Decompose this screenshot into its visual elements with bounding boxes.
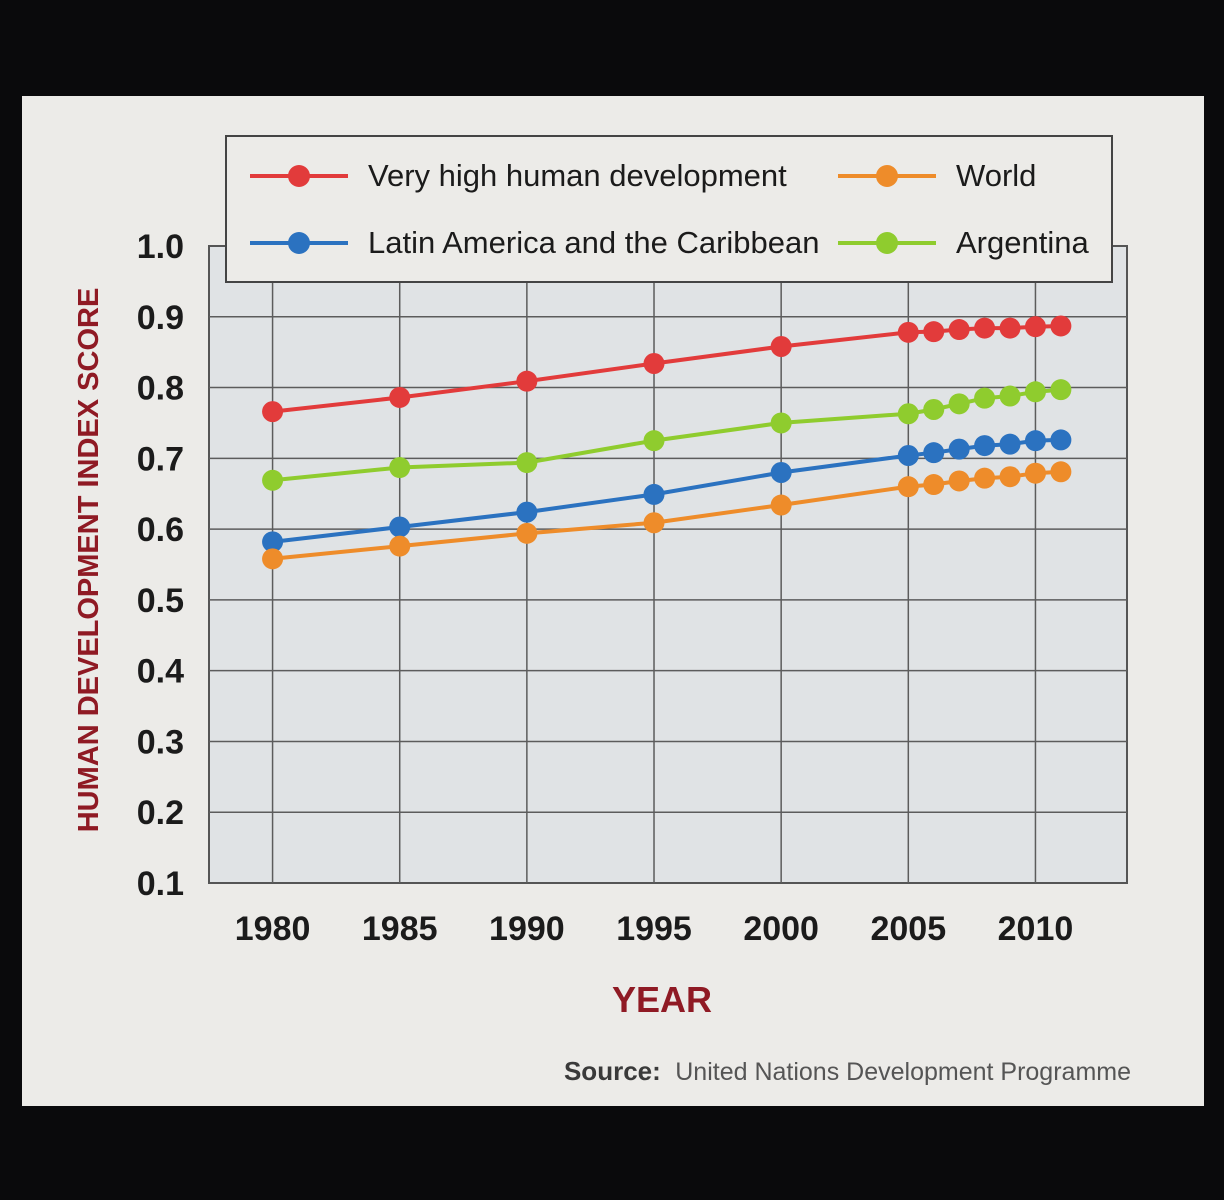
data-point bbox=[923, 474, 945, 496]
data-point bbox=[770, 412, 792, 434]
data-point bbox=[999, 466, 1021, 488]
legend-item: World bbox=[838, 158, 1036, 193]
y-tick-label: 0.3 bbox=[137, 723, 184, 761]
data-point bbox=[974, 467, 996, 489]
legend-label: Argentina bbox=[956, 225, 1089, 260]
grid-lines bbox=[209, 246, 1127, 883]
data-point bbox=[389, 457, 411, 479]
y-tick-label: 0.4 bbox=[137, 653, 184, 691]
legend-swatch-dot bbox=[876, 165, 898, 187]
data-point bbox=[1024, 381, 1046, 403]
x-tick-label: 2005 bbox=[870, 910, 946, 948]
y-tick-label: 0.1 bbox=[137, 865, 184, 903]
x-tick-label: 1985 bbox=[362, 910, 438, 948]
legend-label: World bbox=[956, 158, 1036, 193]
y-tick-label: 0.5 bbox=[137, 582, 184, 620]
data-point bbox=[974, 435, 996, 457]
data-point bbox=[974, 317, 996, 339]
y-tick-label: 0.7 bbox=[137, 440, 184, 478]
legend-item: Argentina bbox=[838, 225, 1089, 260]
data-point bbox=[897, 321, 919, 343]
source-note: Source: United Nations Development Progr… bbox=[564, 1056, 1131, 1086]
data-point bbox=[389, 535, 411, 557]
series-layer bbox=[262, 315, 1072, 570]
data-point bbox=[999, 385, 1021, 407]
x-tick-label: 2010 bbox=[998, 910, 1074, 948]
data-point bbox=[1050, 461, 1072, 483]
y-tick-label: 0.6 bbox=[137, 511, 184, 549]
data-point bbox=[948, 319, 970, 341]
y-tick-label: 0.8 bbox=[137, 370, 184, 408]
legend-item: Latin America and the Caribbean bbox=[250, 225, 820, 260]
y-axis-title: HUMAN DEVELOPMENT INDEX SCORE bbox=[73, 288, 105, 833]
data-point bbox=[923, 442, 945, 464]
data-point bbox=[1050, 315, 1072, 337]
data-point bbox=[770, 461, 792, 483]
source-label: Source: bbox=[564, 1056, 661, 1086]
legend: Very high human development Latin America… bbox=[225, 135, 1113, 283]
data-point bbox=[770, 494, 792, 516]
x-tick-label: 2000 bbox=[743, 910, 819, 948]
data-point bbox=[1050, 379, 1072, 401]
series-3 bbox=[262, 379, 1072, 491]
x-tick-label: 1980 bbox=[235, 910, 311, 948]
legend-swatch-dot bbox=[876, 232, 898, 254]
data-point bbox=[1024, 316, 1046, 338]
data-point bbox=[897, 445, 919, 467]
data-point bbox=[516, 522, 538, 544]
y-tick-label: 0.2 bbox=[137, 794, 184, 832]
series-2 bbox=[262, 461, 1072, 570]
axis-ticks: 0.1 0.2 0.3 0.4 0.5 0.6 0.7 0.8 0.9 1.0 1980 1985 19… bbox=[137, 228, 1074, 948]
data-point bbox=[897, 476, 919, 498]
legend-label: Very high human development bbox=[368, 158, 787, 193]
legend-box bbox=[225, 135, 1113, 283]
data-point bbox=[262, 401, 284, 423]
data-point bbox=[1024, 430, 1046, 452]
data-point bbox=[643, 430, 665, 452]
data-point bbox=[643, 512, 665, 534]
series-0 bbox=[262, 315, 1072, 423]
legend-swatch-dot bbox=[288, 232, 310, 254]
data-point bbox=[643, 483, 665, 505]
data-point bbox=[974, 387, 996, 409]
y-tick-label: 1.0 bbox=[137, 228, 184, 266]
data-point bbox=[999, 317, 1021, 339]
y-tick-label: 0.9 bbox=[137, 299, 184, 337]
data-point bbox=[516, 452, 538, 474]
x-tick-label: 1995 bbox=[616, 910, 692, 948]
data-point bbox=[1050, 429, 1072, 451]
x-axis-title: YEAR bbox=[612, 979, 712, 1020]
legend-swatch-dot bbox=[288, 165, 310, 187]
data-point bbox=[262, 548, 284, 570]
data-point bbox=[948, 470, 970, 492]
data-point bbox=[389, 516, 411, 538]
data-point bbox=[516, 370, 538, 392]
x-tick-label: 1990 bbox=[489, 910, 565, 948]
source-text: United Nations Development Programme bbox=[675, 1058, 1131, 1086]
series-1 bbox=[262, 429, 1072, 553]
data-point bbox=[1024, 462, 1046, 484]
data-point bbox=[897, 403, 919, 425]
data-point bbox=[923, 398, 945, 420]
data-point bbox=[262, 531, 284, 553]
data-point bbox=[643, 352, 665, 374]
data-point bbox=[948, 393, 970, 415]
data-point bbox=[389, 386, 411, 408]
data-point bbox=[948, 438, 970, 460]
data-point bbox=[999, 433, 1021, 455]
legend-item: Very high human development bbox=[250, 158, 787, 193]
data-point bbox=[923, 321, 945, 343]
data-point bbox=[770, 336, 792, 358]
plot-area bbox=[208, 245, 1128, 884]
data-point bbox=[516, 501, 538, 523]
legend-label: Latin America and the Caribbean bbox=[368, 225, 820, 260]
data-point bbox=[262, 469, 284, 491]
